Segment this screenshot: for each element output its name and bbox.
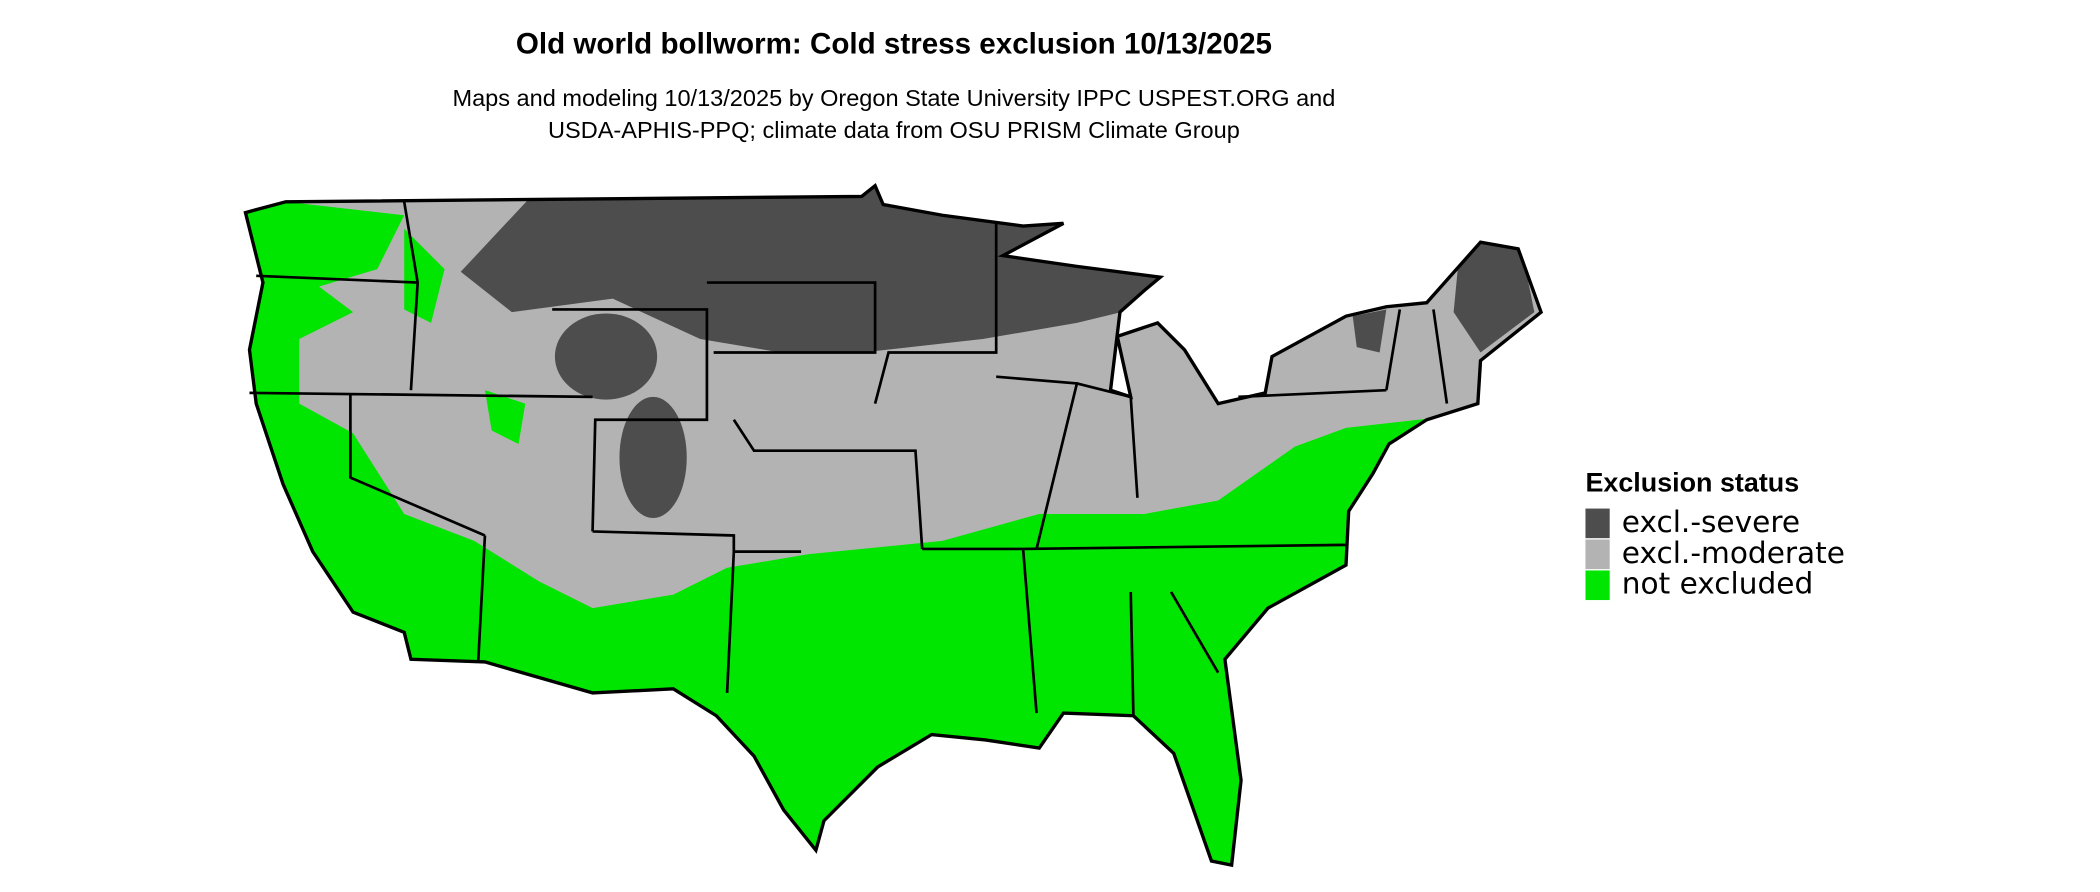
- map-subtitle: USDA-APHIS-PPQ; climate data from OSU PR…: [548, 117, 1240, 143]
- legend-swatch: [1585, 508, 1610, 539]
- region-severe: [554, 313, 658, 400]
- legend-label: excl.-severe: [1622, 505, 1800, 539]
- legend-title: Exclusion status: [1585, 467, 1799, 497]
- map-subtitle: Maps and modeling 10/13/2025 by Oregon S…: [452, 85, 1335, 111]
- legend-label: not excluded: [1622, 567, 1813, 601]
- map-title: Old world bollworm: Cold stress exclusio…: [516, 28, 1272, 61]
- region-not-excluded: [269, 201, 526, 444]
- legend-label: excl.-moderate: [1622, 536, 1845, 570]
- state-borders: [249, 201, 1449, 716]
- region-severe: [619, 396, 687, 518]
- region-severe: [1352, 242, 1535, 353]
- region-severe: [460, 188, 1161, 353]
- legend-swatch: [1585, 539, 1610, 570]
- legend-swatch: [1585, 570, 1610, 601]
